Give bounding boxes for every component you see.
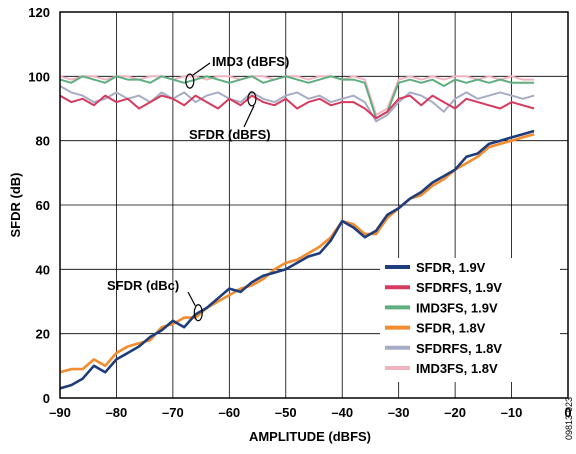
annotations: IMD3 (dBFS) SFDR (dBFS) SFDR (dBc) [107, 54, 289, 322]
x-tick-label: –80 [106, 405, 128, 420]
legend-label: SFDRFS, 1.9V [416, 280, 502, 295]
x-axis-title: AMPLITUDE (dBFS) [249, 429, 371, 444]
x-tick-label: –30 [388, 405, 410, 420]
sfdr-dbfs-callout-ellipse [247, 91, 257, 107]
sfdr-dbc-callout-line [187, 291, 196, 307]
x-tick-label: 0 [564, 405, 571, 420]
y-tick-label: 60 [36, 198, 50, 213]
sfdr-dbfs-annotation: SFDR (dBFS) [189, 127, 271, 142]
series-line-imd3fs-1-9v [59, 75, 535, 120]
legend: SFDR, 1.9V SFDRFS, 1.9V IMD3FS, 1.9V SFDR, … [380, 258, 560, 382]
sfdr-dbfs-callout-line [243, 105, 255, 128]
x-tick-label: –90 [49, 405, 71, 420]
tick-labels: –90 –80 –70 –60 –50 –40 –30 –20 –10 0 0 20 40 60 80 100… [28, 5, 571, 420]
x-tick-label: –20 [444, 405, 466, 420]
sfdr-dbc-callout-ellipse [193, 304, 203, 322]
series-line-sfdrfs-1-8v [59, 85, 535, 123]
y-tick-label: 0 [43, 391, 50, 406]
x-tick-label: –50 [275, 405, 297, 420]
x-tick-label: –70 [162, 405, 184, 420]
imd3-callout-line [192, 62, 211, 76]
legend-label: IMD3FS, 1.8V [416, 361, 498, 376]
series-lines [59, 75, 535, 390]
legend-label: SFDR, 1.8V [416, 321, 486, 336]
y-tick-label: 20 [36, 327, 50, 342]
legend-label: IMD3FS, 1.9V [416, 300, 498, 315]
y-tick-label: 120 [28, 5, 50, 20]
y-tick-label: 40 [36, 262, 50, 277]
sfdr-dbc-annotation: SFDR (dBc) [107, 278, 179, 293]
imd3-annotation: IMD3 (dBFS) [212, 54, 289, 69]
legend-label: SFDR, 1.9V [416, 260, 486, 275]
x-tick-label: –10 [501, 405, 523, 420]
plot-frame [59, 11, 569, 399]
series-line-sfdr-1-9v [59, 129, 535, 390]
y-axis-title: SFDR (dB) [8, 173, 23, 238]
x-tick-label: –40 [331, 405, 353, 420]
series-line-sfdrfs-1-9v [59, 94, 535, 120]
legend-background [380, 258, 560, 382]
imd3-callout-ellipse [185, 73, 195, 89]
legend-label: SFDRFS, 1.8V [416, 341, 502, 356]
figure-id: 09813-023 [564, 397, 574, 440]
y-tick-label: 80 [36, 134, 50, 149]
x-tick-label: –60 [218, 405, 240, 420]
y-tick-label: 100 [28, 69, 50, 84]
